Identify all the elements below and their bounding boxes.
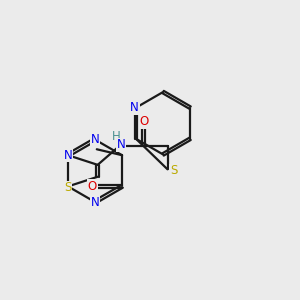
Text: N: N [130,101,139,114]
Text: N: N [64,149,72,162]
Text: O: O [88,180,97,193]
Text: H: H [112,130,121,143]
Text: N: N [91,196,99,208]
Text: S: S [170,164,177,177]
Text: O: O [139,115,148,128]
Text: N: N [91,133,99,146]
Text: S: S [64,182,72,194]
Text: N: N [117,138,126,152]
